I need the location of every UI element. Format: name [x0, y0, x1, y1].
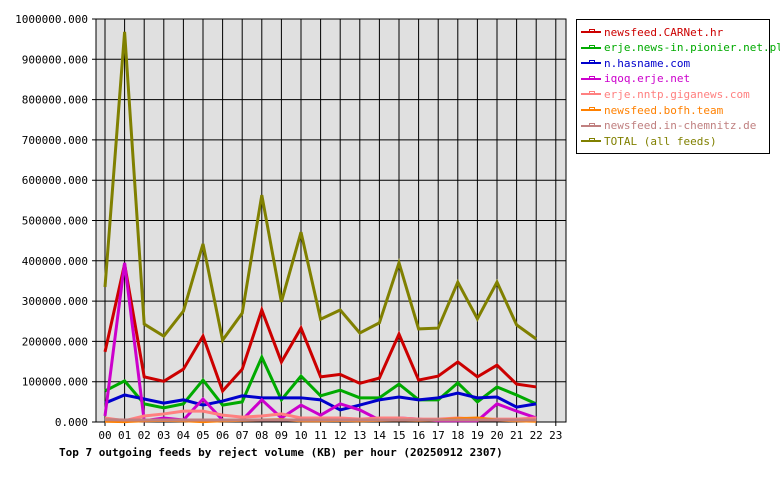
x-tick-label: 17: [432, 429, 445, 442]
x-tick-label: 03: [157, 429, 170, 442]
x-tick-label: 11: [314, 429, 327, 442]
y-tick-label: 200000.000: [22, 335, 88, 348]
series-line: [103, 263, 537, 394]
x-tick-label: 13: [353, 429, 366, 442]
x-tick-label: 05: [196, 429, 209, 442]
x-tick-label: 01: [118, 429, 131, 442]
legend-swatch-icon: [581, 60, 601, 65]
x-tick-label: 18: [451, 429, 464, 442]
legend-swatch-icon: [581, 107, 601, 111]
legend-label: n.hasname.com: [604, 56, 691, 70]
x-tick-label: 07: [236, 429, 249, 442]
legend-swatch-icon: [581, 91, 601, 96]
x-tick-label: 14: [373, 429, 387, 442]
y-tick-label: 1000000.000: [15, 13, 88, 26]
legend-swatch-icon: [581, 138, 601, 143]
legend-swatch-icon: [581, 44, 601, 49]
y-tick-label: 900000.000: [22, 53, 88, 66]
legend-label: iqoq.erje.net: [604, 72, 691, 86]
legend-label: newsfeed.in-chemnitz.de: [604, 119, 757, 133]
legend-label: erje.nntp.giganews.com: [604, 87, 750, 101]
y-tick-label: 0.000: [55, 416, 88, 429]
y-tick-label: 600000.000: [22, 174, 88, 187]
x-tick-label: 12: [334, 429, 347, 442]
legend-label: erje.news-in.pionier.net.pl: [604, 41, 780, 55]
series-line: [104, 391, 537, 412]
legend-item: erje.news-in.pionier.net.pl: [581, 41, 780, 55]
legend-label: TOTAL (all feeds): [604, 134, 717, 148]
legend-item: TOTAL (all feeds): [581, 134, 717, 148]
x-tick-label: 00: [98, 429, 111, 442]
legend-swatch-icon: [581, 29, 601, 33]
legend-item: n.hasname.com: [581, 56, 690, 70]
y-tick-label: 300000.000: [22, 295, 88, 308]
y-tick-label: 700000.000: [22, 134, 88, 147]
x-tick-label: 15: [392, 429, 405, 442]
series-line: [104, 353, 537, 410]
x-tick-label: 23: [549, 429, 562, 442]
x-tick-label: 21: [510, 429, 523, 442]
y-tick-label: 100000.000: [22, 376, 88, 389]
x-tick-label: 22: [530, 429, 543, 442]
legend-item: newsfeed.CARNet.hr: [581, 25, 723, 39]
legend-item: newsfeed.in-chemnitz.de: [581, 119, 756, 133]
x-axis-ticks: 00 01 02 03 04 05 06 07 08 09 10 11 12 13 14 15 16 17 18 19…: [98, 429, 562, 442]
x-tick-label: 08: [255, 429, 268, 442]
legend-item: newsfeed.bofh.team: [581, 103, 723, 117]
y-axis-ticks: 0.000 100000.000 200000.000 300000.000 40000…: [15, 13, 88, 429]
x-tick-label: 10: [294, 429, 307, 442]
grid-lines: [92, 18, 566, 426]
x-tick-label: 16: [412, 429, 425, 442]
y-tick-label: 400000.000: [22, 255, 88, 268]
chart-title: Top 7 outgoing feeds by reject volume (K…: [59, 446, 503, 459]
x-tick-label: 06: [216, 429, 229, 442]
legend-label: newsfeed.CARNet.hr: [604, 25, 724, 39]
x-tick-label: 02: [138, 429, 151, 442]
series-line: [103, 31, 538, 344]
legend-item: erje.nntp.giganews.com: [581, 87, 750, 101]
legend: newsfeed.CARNet.hr erje.news-in.pionier.n…: [576, 19, 780, 154]
legend-item: iqoq.erje.net: [581, 72, 690, 86]
legend-label: newsfeed.bofh.team: [604, 103, 724, 117]
x-tick-label: 20: [490, 429, 503, 442]
x-tick-label: 04: [177, 429, 191, 442]
x-tick-label: 09: [275, 429, 288, 442]
series-lines: [103, 31, 538, 424]
x-tick-label: 19: [471, 429, 484, 442]
y-tick-label: 500000.000: [22, 215, 88, 228]
legend-swatch-icon: [581, 75, 601, 80]
legend-swatch-icon: [581, 122, 601, 127]
y-tick-label: 800000.000: [22, 94, 88, 107]
